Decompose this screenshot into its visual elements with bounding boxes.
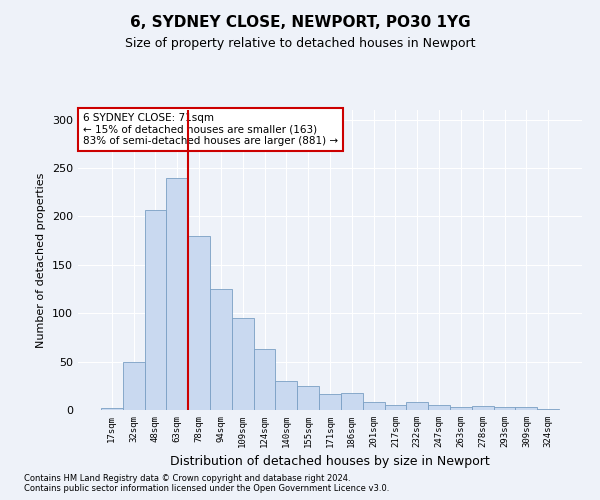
Bar xyxy=(145,210,166,410)
Text: Size of property relative to detached houses in Newport: Size of property relative to detached ho… xyxy=(125,38,475,51)
Bar xyxy=(297,386,319,410)
Text: Contains HM Land Registry data © Crown copyright and database right 2024.: Contains HM Land Registry data © Crown c… xyxy=(24,474,350,483)
Bar xyxy=(166,178,188,410)
Bar xyxy=(428,405,450,410)
Bar xyxy=(101,408,123,410)
Bar xyxy=(210,289,232,410)
Bar xyxy=(385,405,406,410)
Bar xyxy=(232,318,254,410)
Bar xyxy=(254,349,275,410)
Bar xyxy=(537,409,559,410)
Bar xyxy=(494,407,515,410)
Bar xyxy=(319,394,341,410)
Bar xyxy=(123,362,145,410)
Bar xyxy=(472,406,494,410)
Bar xyxy=(450,407,472,410)
Y-axis label: Number of detached properties: Number of detached properties xyxy=(37,172,46,348)
X-axis label: Distribution of detached houses by size in Newport: Distribution of detached houses by size … xyxy=(170,456,490,468)
Bar xyxy=(515,407,537,410)
Text: 6 SYDNEY CLOSE: 71sqm
← 15% of detached houses are smaller (163)
83% of semi-det: 6 SYDNEY CLOSE: 71sqm ← 15% of detached … xyxy=(83,113,338,146)
Bar xyxy=(341,392,363,410)
Bar xyxy=(275,381,297,410)
Text: Contains public sector information licensed under the Open Government Licence v3: Contains public sector information licen… xyxy=(24,484,389,493)
Text: 6, SYDNEY CLOSE, NEWPORT, PO30 1YG: 6, SYDNEY CLOSE, NEWPORT, PO30 1YG xyxy=(130,15,470,30)
Bar xyxy=(188,236,210,410)
Bar xyxy=(406,402,428,410)
Bar xyxy=(363,402,385,410)
